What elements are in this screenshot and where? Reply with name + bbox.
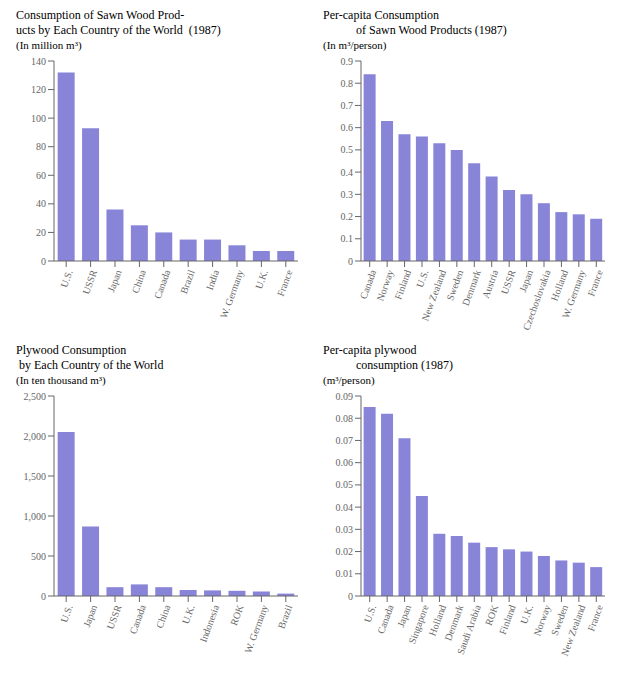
svg-text:0.5: 0.5 <box>341 144 354 155</box>
svg-text:0.07: 0.07 <box>336 435 354 446</box>
svg-text:0.03: 0.03 <box>336 524 354 535</box>
svg-text:U.S.: U.S. <box>414 268 430 288</box>
html-text:(m³/person): (m³/person) <box>323 374 375 386</box>
svg-text:W. Germany: W. Germany <box>242 603 270 654</box>
svg-text:80: 80 <box>36 141 46 152</box>
svg-text:0.06: 0.06 <box>336 457 354 468</box>
svg-text:USSR: USSR <box>105 603 124 631</box>
svg-text:ROK: ROK <box>483 603 501 627</box>
svg-text:2,500: 2,500 <box>24 391 47 402</box>
html-text:consumption (1987): consumption (1987) <box>323 358 453 372</box>
svg-text:Holland: Holland <box>548 268 570 303</box>
svg-text:Canada: Canada <box>152 268 173 300</box>
svg-text:Austria: Austria <box>480 268 501 300</box>
html-text:(In m³/person): (In m³/person) <box>323 39 387 51</box>
svg-text:U.K.: U.K. <box>518 603 535 625</box>
svg-text:USSR: USSR <box>80 268 99 296</box>
svg-text:Finland: Finland <box>497 603 518 635</box>
svg-text:0.02: 0.02 <box>336 546 354 557</box>
svg-text:U.S.: U.S. <box>58 603 74 623</box>
svg-text:Denmark: Denmark <box>460 268 483 307</box>
svg-text:Japan: Japan <box>105 268 123 293</box>
svg-text:U.K.: U.K. <box>253 268 270 290</box>
svg-text:U.S.: U.S. <box>58 268 74 288</box>
svg-text:2,000: 2,000 <box>24 431 47 442</box>
html-text:Plywood Consumption: Plywood Consumption <box>16 343 127 357</box>
svg-text:Indonesia: Indonesia <box>198 603 222 644</box>
svg-text:500: 500 <box>31 551 46 562</box>
svg-text:U.K.: U.K. <box>180 603 197 625</box>
html-text:Consumption of Sawn Wood Prod-: Consumption of Sawn Wood Prod- <box>16 8 185 22</box>
svg-text:0.3: 0.3 <box>341 189 354 200</box>
svg-text:Norway: Norway <box>531 603 553 638</box>
svg-text:Japan: Japan <box>81 603 99 628</box>
svg-text:China: China <box>154 603 173 630</box>
svg-text:140: 140 <box>31 56 46 67</box>
svg-text:India: India <box>204 268 222 292</box>
svg-text:Holland: Holland <box>426 603 448 638</box>
svg-text:W. Germany: W. Germany <box>560 268 588 319</box>
svg-text:0.01: 0.01 <box>336 568 354 579</box>
svg-text:France: France <box>585 268 605 298</box>
svg-text:Singapore: Singapore <box>406 603 430 645</box>
svg-text:Japan: Japan <box>517 268 535 293</box>
html-text:Per-capita Consumption: Per-capita Consumption <box>323 8 440 22</box>
svg-text:China: China <box>129 268 148 295</box>
svg-text:0.2: 0.2 <box>341 211 354 222</box>
svg-text:New Zealand: New Zealand <box>419 268 448 322</box>
svg-text:0.09: 0.09 <box>336 391 354 402</box>
svg-text:Denmark: Denmark <box>442 603 466 643</box>
svg-text:60: 60 <box>36 170 46 181</box>
html-text:of Sawn Wood Products (1987): of Sawn Wood Products (1987) <box>323 23 507 37</box>
svg-text:1,500: 1,500 <box>24 471 47 482</box>
svg-text:W. Germany: W. Germany <box>218 268 246 319</box>
html-text:ucts by Each Country of the Wo: ucts by Each Country of the World (1987) <box>16 23 221 37</box>
svg-text:Finland: Finland <box>392 268 413 300</box>
svg-text:0.8: 0.8 <box>341 78 354 89</box>
svg-text:Sweden: Sweden <box>444 268 466 302</box>
svg-text:ROK: ROK <box>228 603 246 627</box>
svg-text:0: 0 <box>41 256 46 267</box>
svg-text:Saudi Arabia: Saudi Arabia <box>455 603 483 656</box>
svg-text:Sweden: Sweden <box>548 603 570 637</box>
html-text:by Each Country of the World: by Each Country of the World <box>16 358 164 372</box>
svg-text:100: 100 <box>31 113 46 124</box>
svg-text:0.7: 0.7 <box>341 100 354 111</box>
svg-text:Brazil: Brazil <box>178 268 197 295</box>
svg-text:Czechoslovakia: Czechoslovakia <box>521 268 553 332</box>
svg-text:Canada: Canada <box>375 603 396 635</box>
svg-text:Norway: Norway <box>374 268 396 303</box>
svg-text:0.1: 0.1 <box>341 233 354 244</box>
svg-text:0.6: 0.6 <box>341 122 354 133</box>
svg-text:0.4: 0.4 <box>341 167 354 178</box>
svg-text:0.04: 0.04 <box>336 502 354 513</box>
svg-text:Canada: Canada <box>127 603 148 635</box>
svg-text:0.08: 0.08 <box>336 413 354 424</box>
svg-text:France: France <box>275 268 295 298</box>
svg-text:40: 40 <box>36 198 46 209</box>
svg-text:0: 0 <box>41 591 46 602</box>
svg-text:0: 0 <box>348 591 353 602</box>
svg-text:France: France <box>585 603 605 633</box>
svg-text:USSR: USSR <box>499 268 518 296</box>
svg-text:New Zealand: New Zealand <box>559 603 588 657</box>
html-text:Per-capita plywood: Per-capita plywood <box>323 343 417 357</box>
svg-text:0: 0 <box>348 256 353 267</box>
svg-text:U.S.: U.S. <box>362 603 378 623</box>
svg-text:Canada: Canada <box>357 268 379 301</box>
svg-text:0.9: 0.9 <box>341 56 354 67</box>
svg-text:Japan: Japan <box>395 603 413 628</box>
svg-text:120: 120 <box>31 84 46 95</box>
svg-text:1,000: 1,000 <box>24 511 47 522</box>
svg-text:Brazil: Brazil <box>276 603 295 630</box>
svg-text:20: 20 <box>36 227 46 238</box>
svg-text:0.05: 0.05 <box>336 479 354 490</box>
html-text:(In million m³): (In million m³) <box>16 39 82 51</box>
html-text:(In ten thousand m³): (In ten thousand m³) <box>16 374 106 386</box>
